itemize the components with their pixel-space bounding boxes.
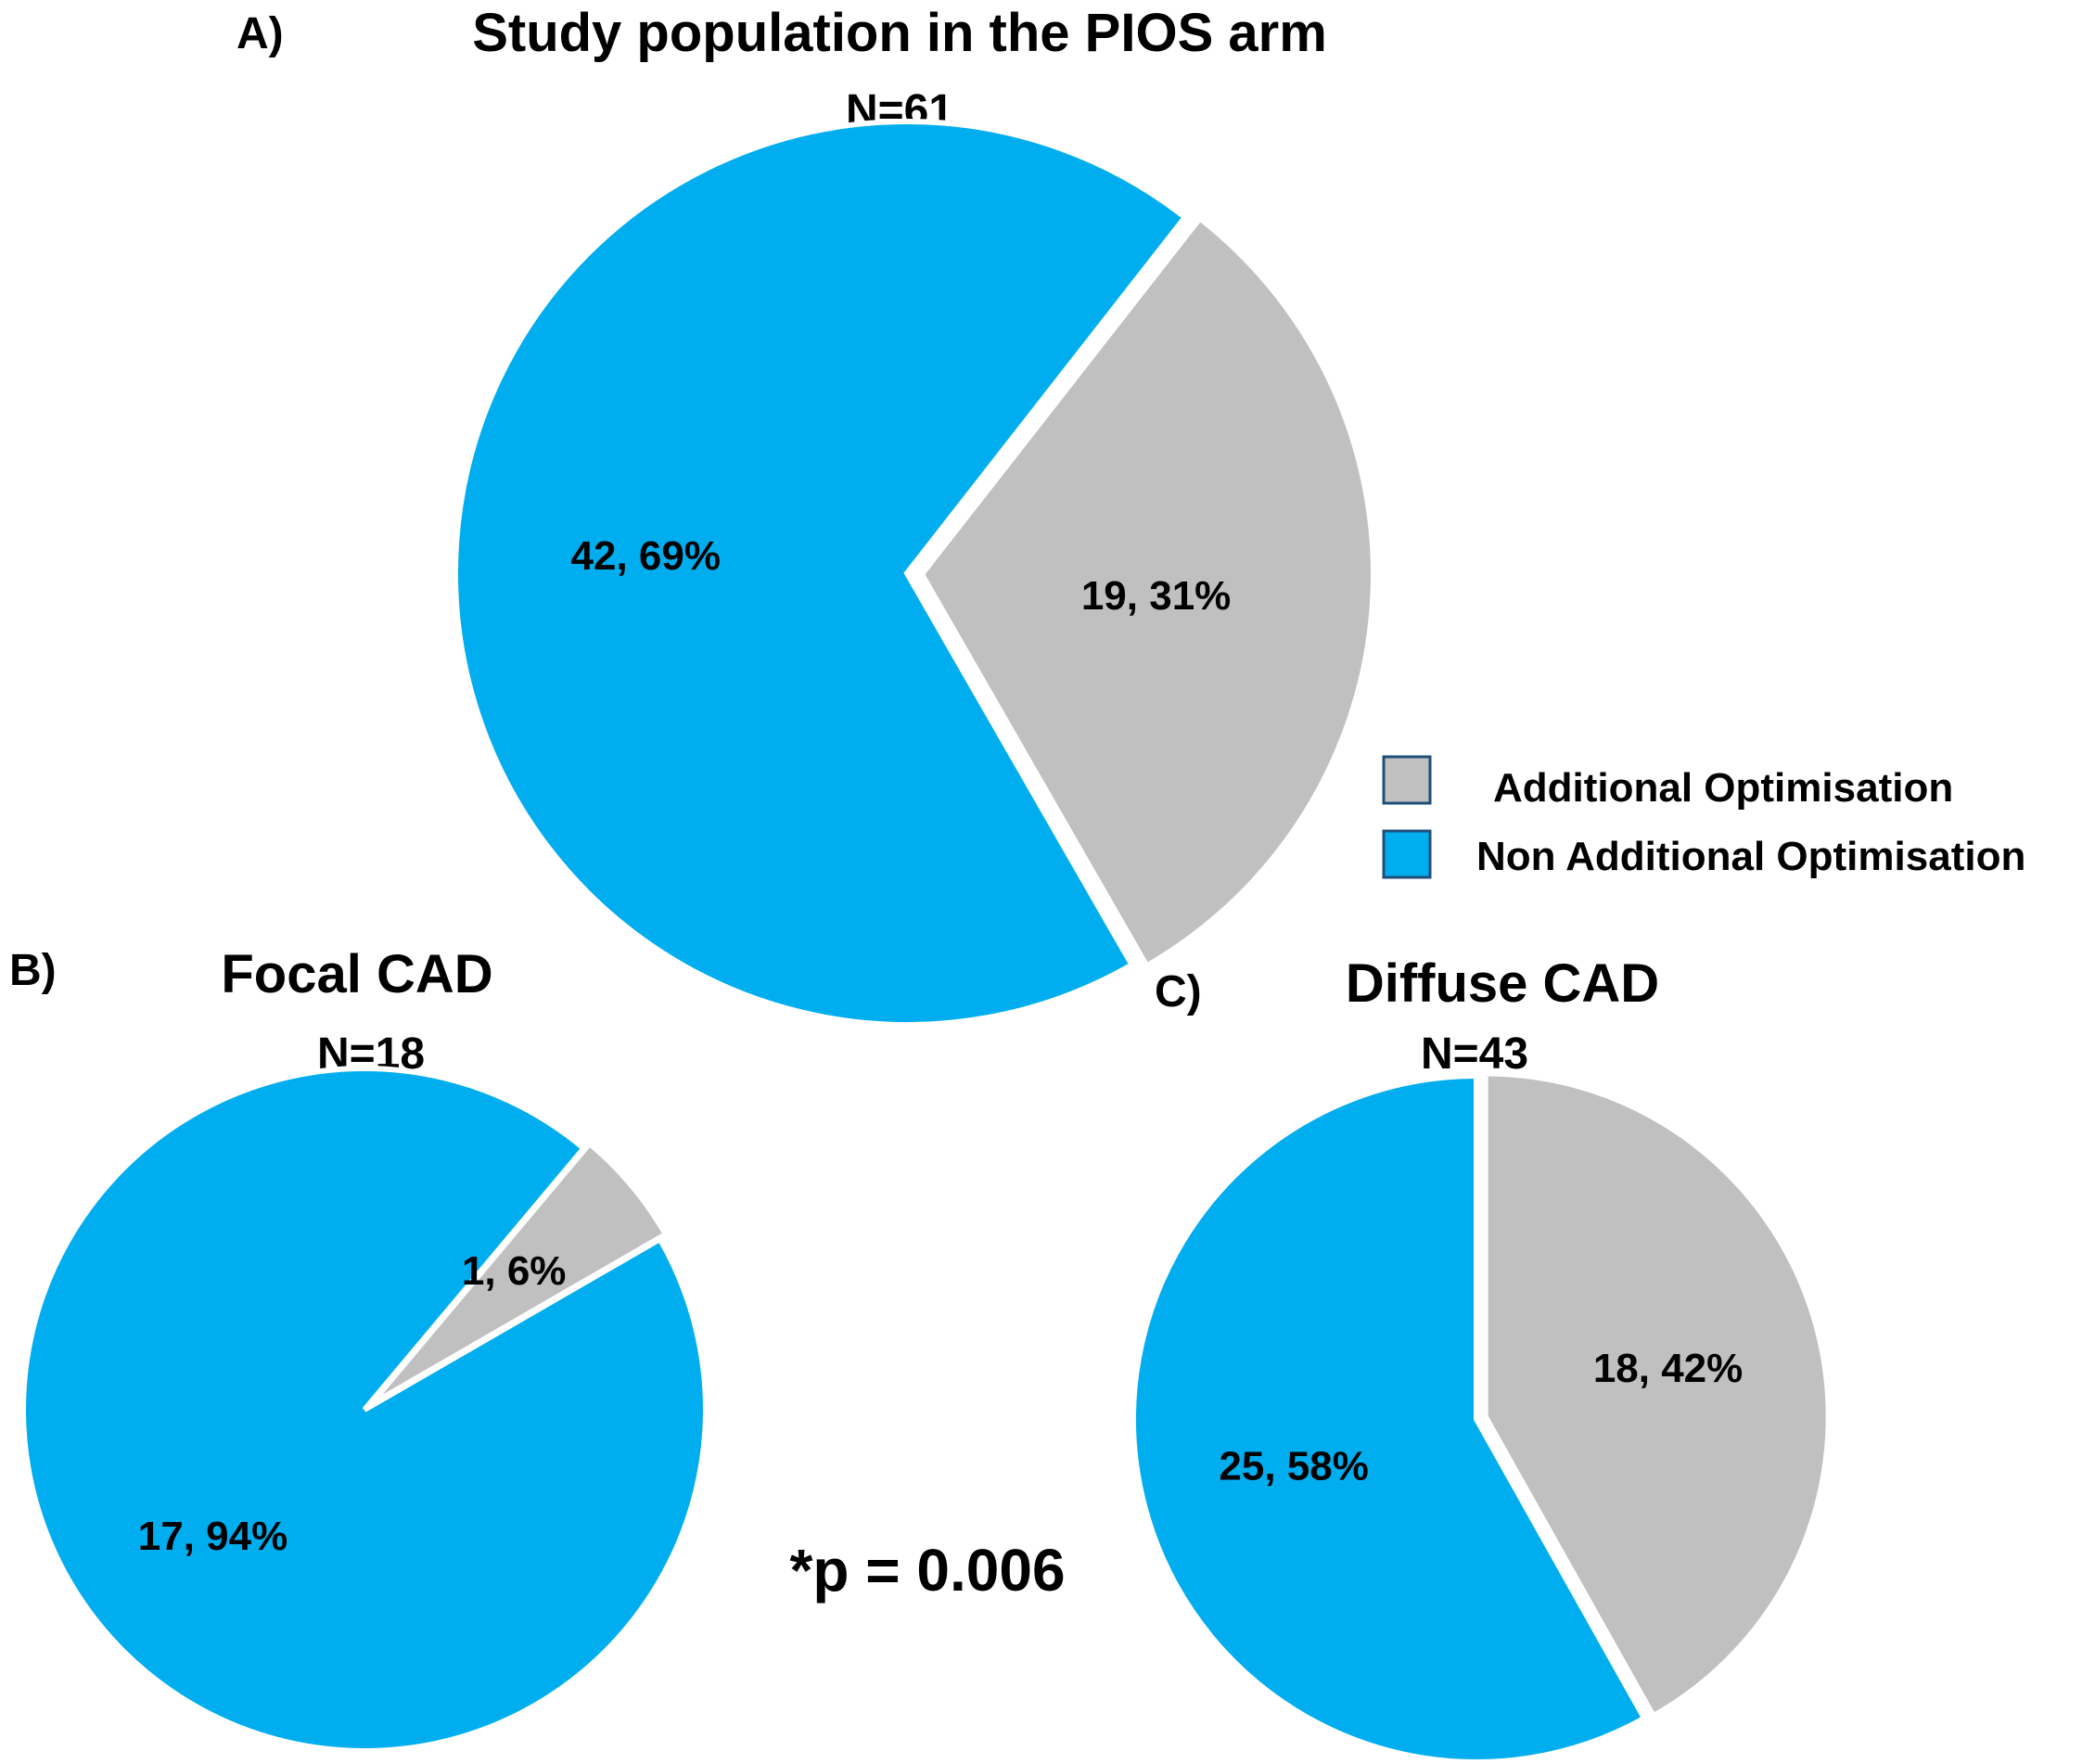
panel-b-letter: B) <box>9 946 57 995</box>
slice-label-additional-optimisation: 19, 31% <box>1081 573 1231 619</box>
panel-a-title: Study population in the PIOS arm <box>472 3 1327 63</box>
panel-b-title: Focal CAD <box>221 944 492 1004</box>
legend-swatch-additional-optimisation <box>1382 755 1432 805</box>
panel-c-letter: C) <box>1155 967 1202 1016</box>
panel-c-title: Diffuse CAD <box>1346 953 1659 1014</box>
panel-a-letter: A) <box>236 9 284 58</box>
panel-a-pie: 19, 31% 42, 69% <box>453 119 1376 1028</box>
slice-label-additional-optimisation: 1, 6% <box>462 1248 567 1294</box>
panel-b-pie: 1, 6% 17, 94% <box>20 1066 709 1754</box>
pie-slice-non-additional-optimisation <box>453 119 1190 1028</box>
pie-slice-non-additional-optimisation <box>1131 1072 1649 1764</box>
slice-label-non-additional-optimisation: 42, 69% <box>571 533 721 579</box>
panel-c-pie: 18, 42% 25, 58% <box>1131 1070 1832 1764</box>
pie-slice-additional-optimisation <box>367 1139 670 1408</box>
legend-swatch-non-additional-optimisation <box>1382 829 1432 879</box>
slice-label-non-additional-optimisation: 17, 94% <box>138 1514 287 1559</box>
slice-label-additional-optimisation: 18, 42% <box>1593 1346 1743 1391</box>
pie-slice-non-additional-optimisation <box>20 1066 709 1754</box>
pie-slice-additional-optimisation <box>1482 1070 1832 1720</box>
panel-c-n: N=43 <box>1421 1029 1528 1079</box>
panel-c: C) Diffuse CAD N=43 18, 42% 25, 58% <box>1131 953 1832 1764</box>
legend-label-non-additional-optimisation: Non Additional Optimisation <box>1476 834 2025 879</box>
pie-slice-additional-optimisation <box>918 214 1376 970</box>
legend: Additional Optimisation Non Additional O… <box>1382 755 2025 879</box>
slice-label-non-additional-optimisation: 25, 58% <box>1219 1443 1368 1489</box>
legend-label-additional-optimisation: Additional Optimisation <box>1493 765 1953 811</box>
panel-a: A) Study population in the PIOS arm N=61… <box>236 3 1376 1028</box>
panel-b: B) Focal CAD N=18 1, 6%17, 94% <box>9 944 709 1754</box>
p-value-annotation: *p = 0.006 <box>789 1537 1065 1604</box>
